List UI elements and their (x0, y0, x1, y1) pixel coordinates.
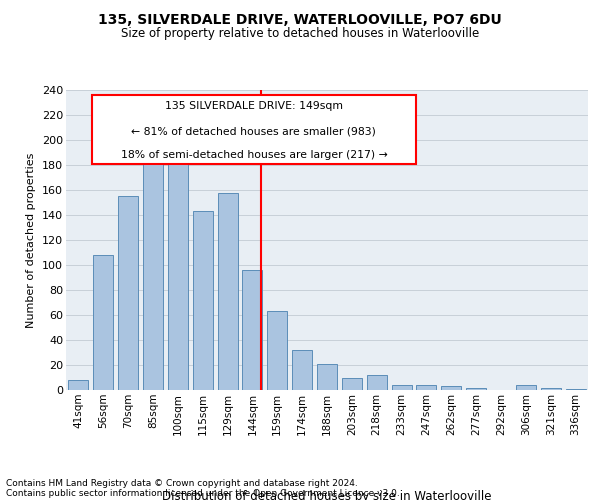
Bar (367, 375, 386, 390)
Bar (317, 364, 337, 390)
Text: 135, SILVERDALE DRIVE, WATERLOOVILLE, PO7 6DU: 135, SILVERDALE DRIVE, WATERLOOVILLE, PO… (98, 12, 502, 26)
Bar (68, 380, 88, 390)
Text: Contains HM Land Registry data © Crown copyright and database right 2024.: Contains HM Land Registry data © Crown c… (6, 478, 358, 488)
Y-axis label: Number of detached properties: Number of detached properties (26, 152, 37, 328)
Bar (193, 211, 212, 390)
Text: 18% of semi-detached houses are larger (217) →: 18% of semi-detached houses are larger (… (121, 150, 387, 160)
Bar (392, 385, 412, 390)
Bar (118, 196, 138, 390)
Bar (566, 389, 586, 390)
Text: ← 81% of detached houses are smaller (983): ← 81% of detached houses are smaller (98… (131, 126, 376, 136)
Bar (218, 192, 238, 390)
Bar (94, 255, 113, 390)
X-axis label: Distribution of detached houses by size in Waterlooville: Distribution of detached houses by size … (162, 490, 492, 500)
Bar (143, 146, 163, 390)
Bar (168, 146, 188, 390)
Bar (292, 350, 312, 390)
Bar (466, 388, 486, 390)
Bar (268, 311, 287, 390)
FancyBboxPatch shape (92, 94, 416, 164)
Text: 135 SILVERDALE DRIVE: 149sqm: 135 SILVERDALE DRIVE: 149sqm (165, 102, 343, 112)
Text: Contains public sector information licensed under the Open Government Licence v3: Contains public sector information licen… (6, 488, 400, 498)
Bar (342, 378, 362, 390)
Bar (442, 386, 461, 390)
Bar (516, 385, 536, 390)
Text: Size of property relative to detached houses in Waterlooville: Size of property relative to detached ho… (121, 28, 479, 40)
Bar (242, 270, 262, 390)
Bar (416, 385, 436, 390)
Bar (541, 388, 560, 390)
